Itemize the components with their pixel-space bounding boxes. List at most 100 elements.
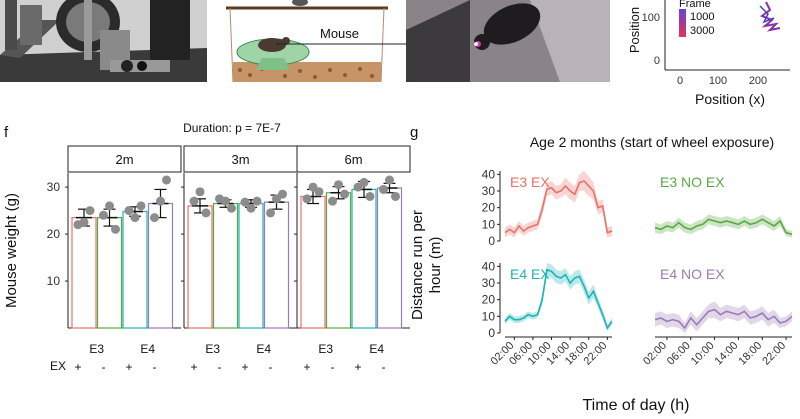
y-tick-label: 20 <box>482 201 496 215</box>
y-tick-label: 10 <box>47 274 61 288</box>
data-point <box>252 196 262 206</box>
weight-bar-chart: f Duration: p = 7E-7 Mouse weight (g) EX… <box>3 121 411 374</box>
x-tick-label: 02:00 <box>641 340 669 368</box>
ex-row-label: EX <box>50 359 66 373</box>
data-point <box>365 191 375 201</box>
data-point <box>385 175 394 185</box>
bar <box>212 202 239 329</box>
facet-label: 3m <box>231 152 249 167</box>
data-point <box>266 208 275 218</box>
data-point <box>278 189 287 199</box>
y-tick-label: 30 <box>47 180 61 194</box>
group-tick-label: E4 <box>256 342 271 356</box>
data-point <box>246 203 256 213</box>
y-axis-label-line: Distance run per <box>409 210 426 320</box>
ex-tick-label: + <box>303 360 310 374</box>
series-line <box>504 268 613 330</box>
y-tick-label: 0 <box>488 234 495 248</box>
cage-diagram: Mouse <box>222 0 470 83</box>
position-x-tick-label: 200 <box>749 75 767 87</box>
y-tick-label: 10 <box>482 217 496 231</box>
wheel-apparatus-render <box>0 0 207 82</box>
facet-strip <box>67 145 182 173</box>
data-point <box>240 197 250 207</box>
video-frame-photo <box>406 0 610 82</box>
series-label: E3 NO EX <box>660 174 725 190</box>
x-tick-label: 06:00 <box>665 340 693 368</box>
data-point <box>227 203 236 213</box>
facet-strip <box>296 145 411 173</box>
bar <box>351 188 377 329</box>
data-point <box>340 189 349 199</box>
y-tick-label: 20 <box>47 227 61 241</box>
y-tick-label: 30 <box>482 276 496 290</box>
y-tick-label: 20 <box>482 293 496 307</box>
position-y-tick-label: 0 <box>654 55 660 67</box>
group-tick-label: E3 <box>205 342 220 356</box>
series-line <box>654 218 793 236</box>
distance-line-chart: g Age 2 months (start of wheel exposure)… <box>409 124 793 414</box>
data-point <box>221 196 230 206</box>
y-tick-label: 30 <box>482 184 496 198</box>
data-point <box>379 184 388 194</box>
frame-color-legend <box>679 9 686 37</box>
chart-title: Age 2 months (start of wheel exposure) <box>530 134 774 150</box>
bar <box>122 210 148 329</box>
ex-tick-label: + <box>190 360 197 374</box>
x-axis-label: Time of day (h) <box>583 397 690 414</box>
x-tick-label: 14:00 <box>713 340 741 368</box>
data-point <box>334 180 343 190</box>
x-tick-label: 22:00 <box>760 340 788 368</box>
data-point <box>328 196 337 206</box>
ex-tick-label: - <box>153 360 157 374</box>
data-point <box>189 196 199 206</box>
series-label: E4 NO EX <box>660 266 725 282</box>
ex-tick-label: - <box>382 360 386 374</box>
facet-label: 2m <box>115 152 133 167</box>
position-plot: Position 100 0 0 100 200 Position (x) Fr… <box>627 0 790 107</box>
group-tick-label: E3 <box>89 342 104 356</box>
legend-title: Frame <box>679 0 711 10</box>
group-tick-label: E4 <box>140 342 155 356</box>
series-line <box>654 308 793 330</box>
legend-value: 1000 <box>690 11 714 23</box>
y-tick-label: 0 <box>488 326 495 340</box>
confidence-band <box>505 263 612 332</box>
trajectory-line <box>759 1 781 32</box>
ex-tick-label: - <box>331 360 335 374</box>
ex-tick-label: - <box>102 360 106 374</box>
confidence-band <box>655 214 792 238</box>
y-axis-label: Distance run perhour (m) <box>409 210 444 320</box>
position-x-axis-label: Position (x) <box>695 91 765 107</box>
data-point <box>111 224 120 234</box>
bar <box>325 192 352 329</box>
data-point <box>201 208 211 218</box>
trajectory-line <box>759 5 775 24</box>
panel-label-g: g <box>410 124 418 141</box>
series-label: E3 EX <box>510 174 550 190</box>
ex-tick-label: + <box>241 360 248 374</box>
bar <box>96 217 123 329</box>
data-point <box>391 191 400 201</box>
x-tick-label: 18:00 <box>736 340 764 368</box>
bar <box>238 202 264 329</box>
ex-tick-label: + <box>74 360 81 374</box>
y-tick-label: 40 <box>482 259 496 273</box>
ex-tick-label: + <box>125 360 132 374</box>
confidence-band <box>505 171 612 238</box>
bar <box>263 201 290 329</box>
data-point <box>136 201 146 211</box>
y-tick-label: 40 <box>482 167 496 181</box>
group-tick-label: E4 <box>369 342 384 356</box>
data-point <box>302 194 312 204</box>
bar <box>300 195 326 329</box>
data-point <box>359 177 369 187</box>
series-label: E4 EX <box>510 266 550 282</box>
position-x-tick-label: 100 <box>709 75 727 87</box>
y-tick-label: 10 <box>482 309 496 323</box>
ex-tick-label: - <box>218 360 222 374</box>
data-point <box>130 213 140 223</box>
x-tick-label: 10:00 <box>689 340 717 368</box>
bar <box>147 202 174 329</box>
